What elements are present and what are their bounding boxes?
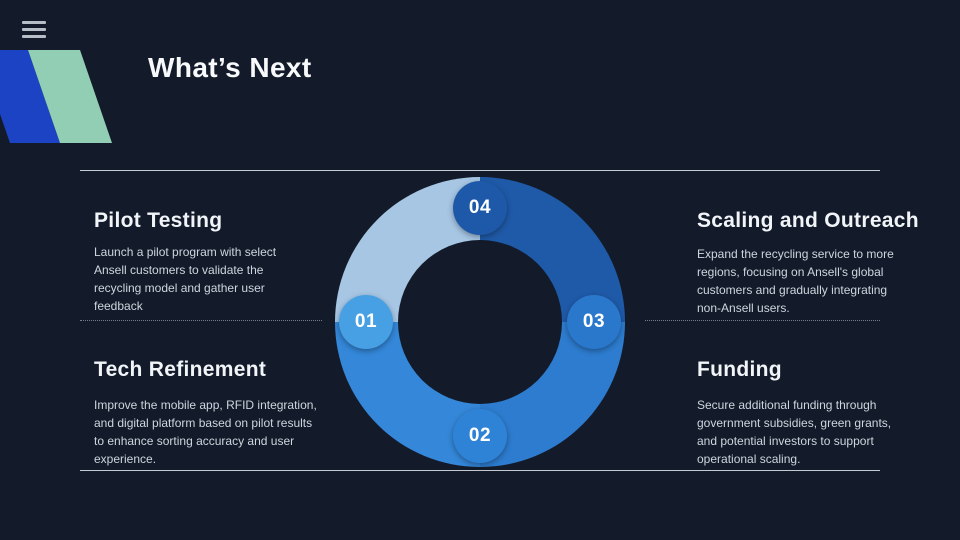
- left-dotted-divider: [80, 320, 322, 321]
- menu-bar: [22, 21, 46, 24]
- circular-process-diagram: 01 02 03 04: [335, 177, 625, 467]
- section-body: Improve the mobile app, RFID integration…: [94, 398, 317, 466]
- section-tech-refinement: Tech Refinement Improve the mobile app, …: [94, 358, 329, 468]
- page-title: What’s Next: [148, 52, 312, 83]
- section-title: Tech Refinement: [94, 358, 267, 381]
- corner-green-stripe: [28, 50, 112, 143]
- step-badge-02: 02: [453, 409, 507, 463]
- section-pilot-testing: Pilot Testing Launch a pilot program wit…: [94, 209, 324, 315]
- corner-blue-stripe: [0, 50, 60, 143]
- right-dotted-divider: [645, 320, 880, 321]
- section-body: Launch a pilot program with select Ansel…: [94, 245, 277, 313]
- section-title: Scaling and Outreach: [697, 209, 919, 232]
- step-badge-04: 04: [453, 181, 507, 235]
- bottom-divider: [80, 470, 880, 471]
- corner-decoration: [0, 50, 112, 143]
- menu-bar: [22, 35, 46, 38]
- top-divider: [80, 170, 880, 171]
- donut-hole: [398, 240, 562, 404]
- step-badge-03: 03: [567, 295, 621, 349]
- menu-icon[interactable]: [22, 21, 46, 39]
- section-title: Pilot Testing: [94, 209, 223, 232]
- section-body: Secure additional funding through govern…: [697, 398, 892, 466]
- section-title: Funding: [697, 358, 782, 381]
- section-body: Expand the recycling service to more reg…: [697, 247, 894, 315]
- section-scaling-and-outreach: Scaling and Outreach Expand the recyclin…: [697, 209, 932, 317]
- section-funding: Funding Secure additional funding throug…: [697, 358, 932, 468]
- step-badge-01: 01: [339, 295, 393, 349]
- menu-bar: [22, 28, 46, 31]
